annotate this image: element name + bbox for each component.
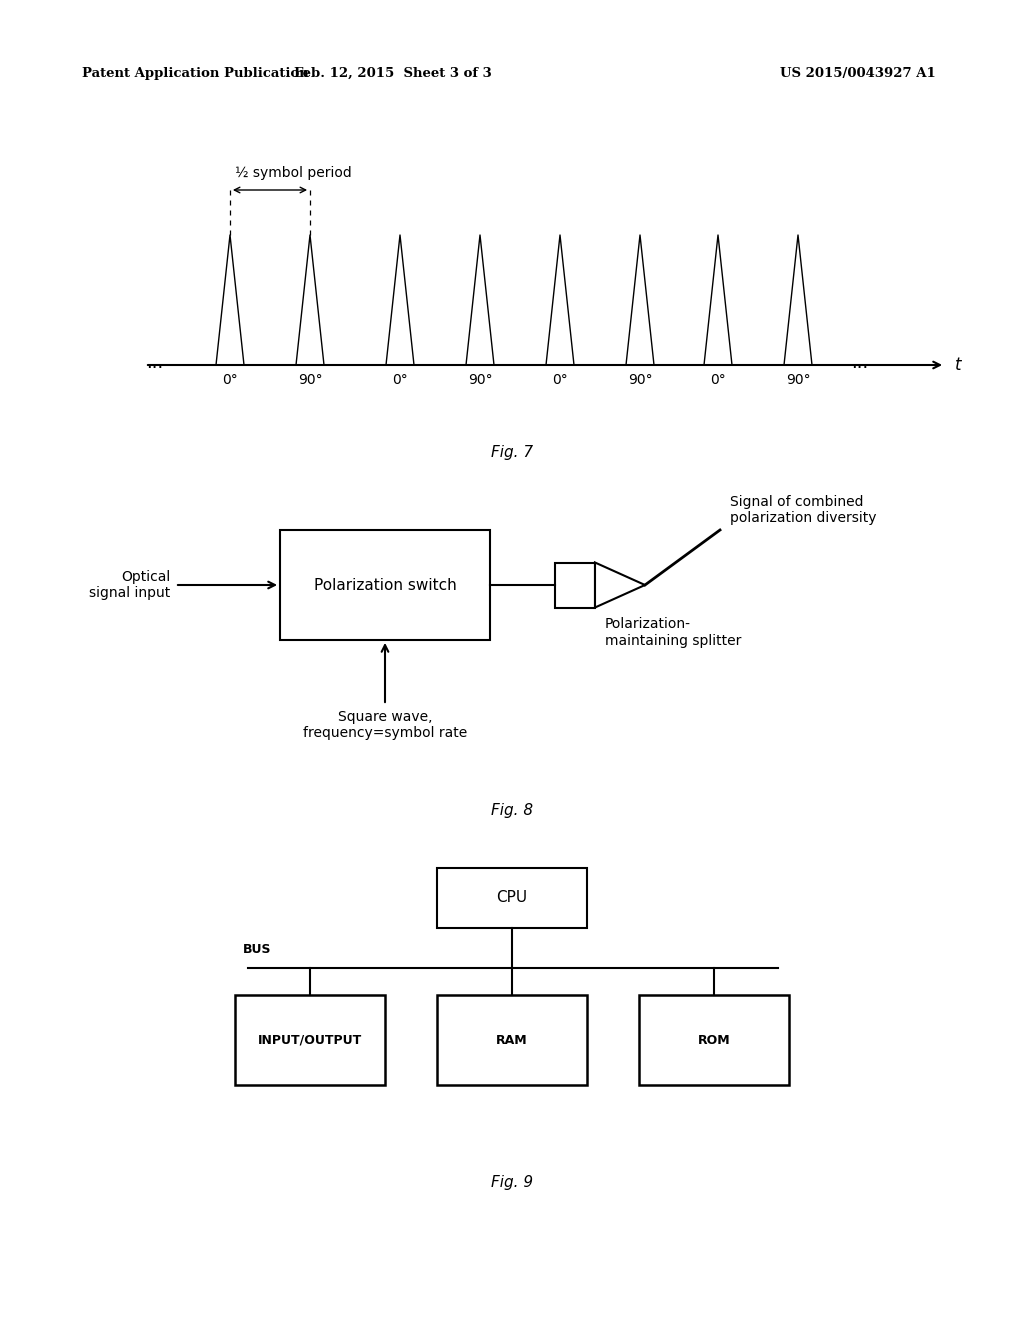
- Text: 90°: 90°: [298, 374, 323, 387]
- Text: INPUT/OUTPUT: INPUT/OUTPUT: [258, 1034, 362, 1047]
- Text: Feb. 12, 2015  Sheet 3 of 3: Feb. 12, 2015 Sheet 3 of 3: [294, 66, 492, 79]
- Polygon shape: [595, 562, 645, 607]
- Text: ROM: ROM: [697, 1034, 730, 1047]
- Text: Polarization-
maintaining splitter: Polarization- maintaining splitter: [605, 618, 741, 648]
- Text: US 2015/0043927 A1: US 2015/0043927 A1: [780, 66, 936, 79]
- Text: 90°: 90°: [468, 374, 493, 387]
- Text: Fig. 8: Fig. 8: [490, 803, 534, 817]
- Bar: [555, 562, 595, 607]
- Text: Square wave,
frequency=symbol rate: Square wave, frequency=symbol rate: [303, 710, 467, 741]
- Bar: [639, 995, 790, 1085]
- Text: 0°: 0°: [552, 374, 568, 387]
- Text: BUS: BUS: [243, 942, 271, 956]
- Text: Patent Application Publication: Patent Application Publication: [82, 66, 309, 79]
- Text: Polarization switch: Polarization switch: [313, 578, 457, 593]
- Text: 0°: 0°: [222, 374, 238, 387]
- Bar: [234, 995, 385, 1085]
- Text: 90°: 90°: [628, 374, 652, 387]
- Text: Optical
signal input: Optical signal input: [89, 570, 170, 601]
- Text: 90°: 90°: [785, 374, 810, 387]
- Bar: [437, 869, 587, 928]
- Text: CPU: CPU: [497, 891, 527, 906]
- Text: Fig. 7: Fig. 7: [490, 446, 534, 461]
- Text: ...: ...: [851, 354, 868, 372]
- Text: t: t: [955, 356, 962, 374]
- Text: Fig. 9: Fig. 9: [490, 1176, 534, 1191]
- Text: ...: ...: [146, 354, 164, 372]
- Text: RAM: RAM: [497, 1034, 527, 1047]
- Bar: [280, 531, 490, 640]
- Text: Signal of combined
polarization diversity: Signal of combined polarization diversit…: [730, 495, 877, 525]
- Bar: [437, 995, 587, 1085]
- Text: 0°: 0°: [392, 374, 408, 387]
- Text: ½ symbol period: ½ symbol period: [234, 166, 352, 180]
- Text: 0°: 0°: [710, 374, 726, 387]
